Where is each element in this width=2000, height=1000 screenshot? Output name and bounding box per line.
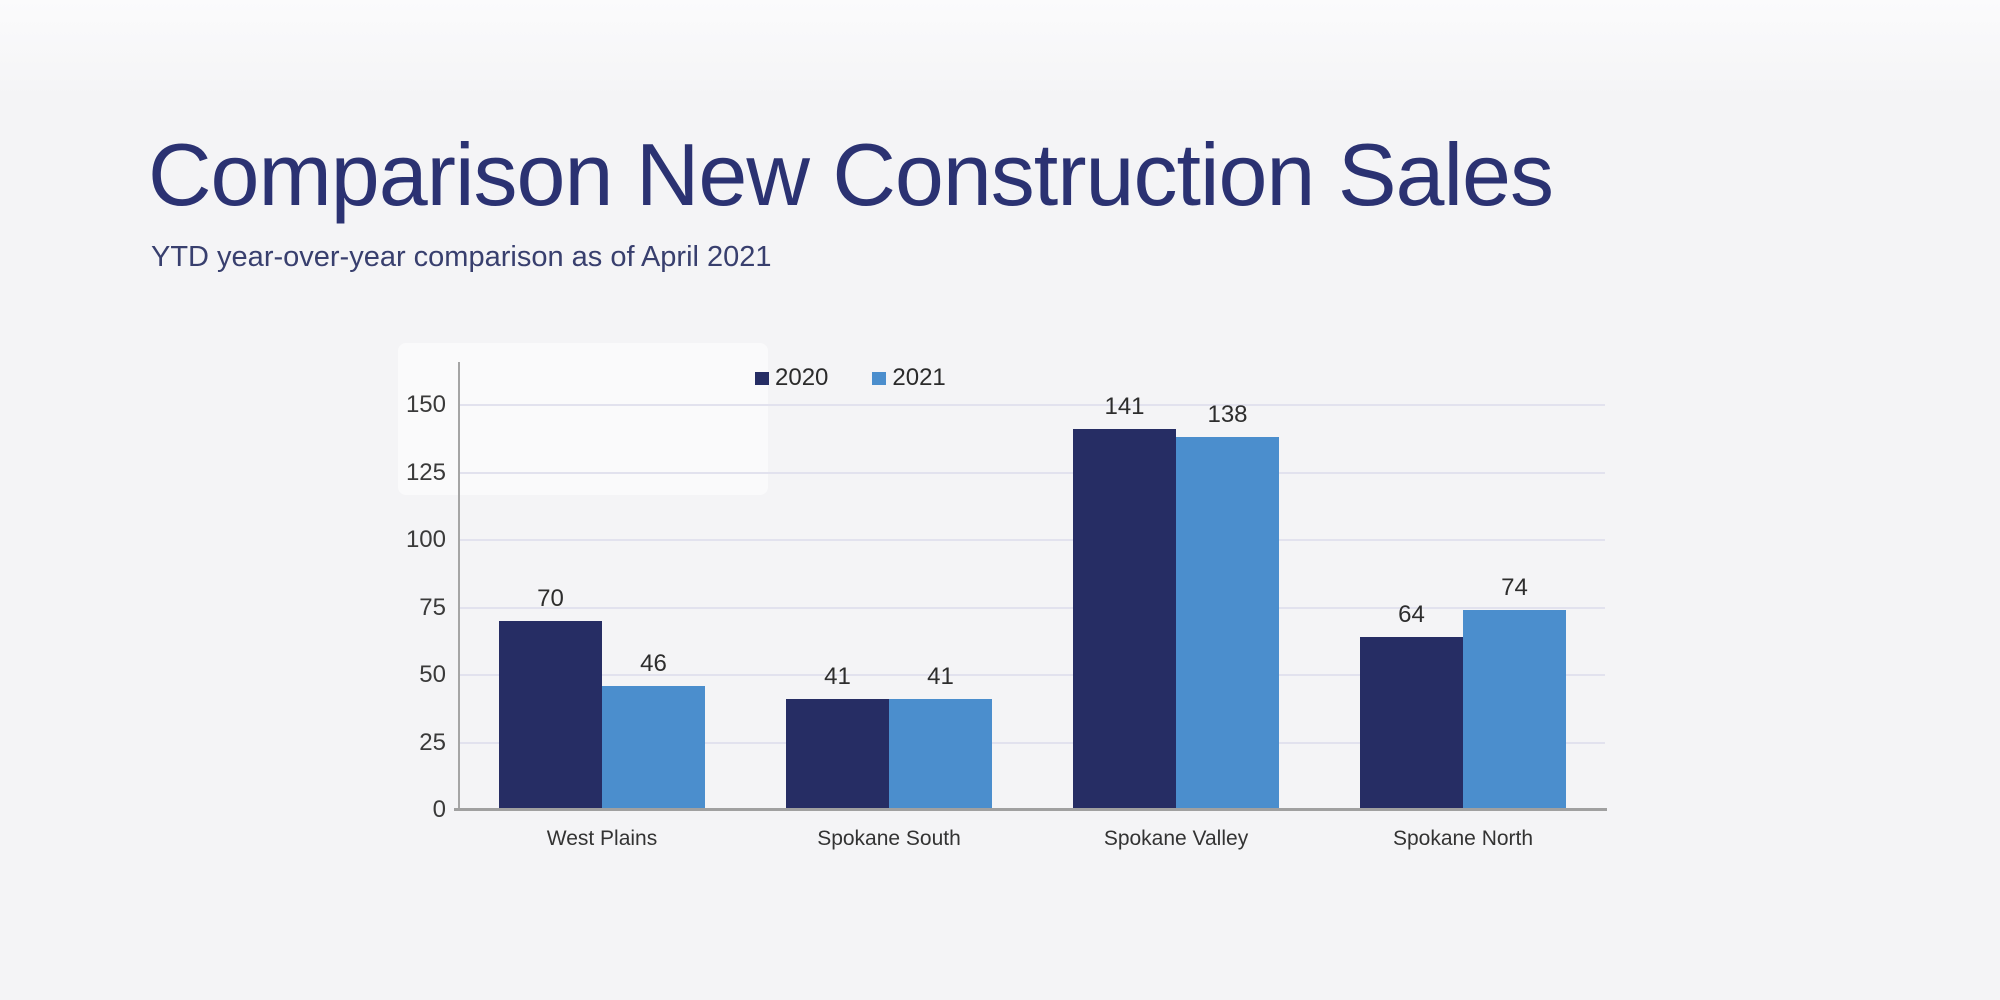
gridline-150 xyxy=(458,404,1605,406)
y-axis-tick-label: 0 xyxy=(432,796,446,823)
gridline-125 xyxy=(458,471,1605,474)
x-axis-category-label: West Plains xyxy=(546,827,658,850)
x-axis-category-label: Spokane Valley xyxy=(1103,827,1249,850)
bar-2021-spokane-south[interactable] xyxy=(889,699,992,810)
gridline-100 xyxy=(458,539,1605,541)
bar-value-label: 64 xyxy=(1398,601,1425,628)
bar-value-label: 141 xyxy=(1104,393,1145,420)
bar-2020-west-plains[interactable] xyxy=(499,621,602,810)
y-axis-line xyxy=(458,362,460,810)
chart-legend: 2020 2021 xyxy=(755,366,946,390)
bar-value-label: 41 xyxy=(824,663,851,690)
y-axis-tick-label: 150 xyxy=(405,391,446,418)
page-subtitle: YTD year-over-year comparison as of Apri… xyxy=(151,241,772,273)
bar-2021-west-plains[interactable] xyxy=(602,686,705,810)
bar-2020-spokane-north[interactable] xyxy=(1360,637,1463,810)
legend-item-label: 2021 xyxy=(892,364,946,391)
gridline-75 xyxy=(458,606,1605,609)
bar-group-spokane-valley: 141 138 xyxy=(1073,360,1279,810)
gridline-50 xyxy=(458,674,1605,676)
x-axis-category-label: Spokane North xyxy=(1392,827,1534,850)
y-axis-tick-label: 25 xyxy=(419,728,446,756)
page-title: Comparison New Construction Sales xyxy=(148,125,1554,224)
bar-2020-spokane-south[interactable] xyxy=(786,699,889,810)
bar-group-spokane-south: 41 41 xyxy=(786,360,992,810)
chart-plot-area: 70 46 41 41 141 138 64 74 xyxy=(454,360,1607,811)
bar-2021-spokane-valley[interactable] xyxy=(1176,437,1279,810)
bar-value-label: 46 xyxy=(640,650,667,677)
legend-item-2021[interactable]: 2021 xyxy=(872,364,946,391)
bar-2020-spokane-valley[interactable] xyxy=(1073,429,1176,810)
bar-group-spokane-north: 64 74 xyxy=(1360,360,1566,810)
bar-value-label: 138 xyxy=(1207,401,1248,428)
x-axis-category-label: Spokane South xyxy=(817,827,961,850)
y-axis-tick-label: 50 xyxy=(419,661,446,688)
bar-value-label: 74 xyxy=(1501,574,1528,601)
x-axis-line xyxy=(454,808,1607,811)
legend-item-label: 2020 xyxy=(775,364,829,391)
legend-swatch-icon xyxy=(872,371,887,385)
bar-value-label: 41 xyxy=(927,663,954,690)
y-axis-tick-label: 75 xyxy=(419,593,446,621)
bar-2021-spokane-north[interactable] xyxy=(1463,610,1566,810)
legend-item-2020[interactable]: 2020 xyxy=(755,366,828,390)
gridline-25 xyxy=(458,741,1605,744)
legend-swatch-icon xyxy=(755,371,769,385)
bar-group-west-plains: 70 46 xyxy=(499,360,705,810)
bar-value-label: 70 xyxy=(537,585,564,612)
y-axis-tick-label: 100 xyxy=(405,526,446,553)
y-axis-tick-label: 125 xyxy=(405,458,446,486)
